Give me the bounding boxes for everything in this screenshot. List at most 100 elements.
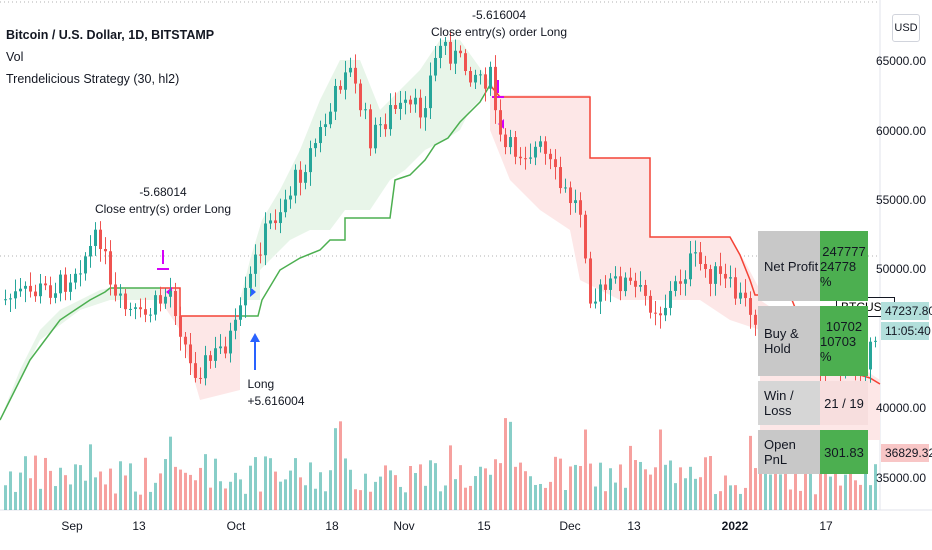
symbol-title[interactable]: Bitcoin / U.S. Dollar, 1D, BITSTAMP bbox=[6, 28, 215, 42]
volume-bar bbox=[494, 459, 497, 510]
candle-body bbox=[84, 256, 87, 274]
volume-bar bbox=[364, 473, 367, 510]
candle-body bbox=[289, 195, 292, 200]
candle-body bbox=[424, 108, 427, 118]
candle-body bbox=[534, 146, 537, 158]
candle-body bbox=[374, 124, 377, 149]
candle-body bbox=[674, 281, 677, 291]
candle-body bbox=[249, 273, 252, 288]
candle-body bbox=[359, 83, 362, 111]
candle-body bbox=[124, 293, 127, 310]
volume-bar bbox=[259, 491, 262, 510]
candle-body bbox=[614, 276, 617, 279]
candle-body bbox=[24, 285, 27, 289]
volume-bar bbox=[274, 471, 277, 510]
candle-body bbox=[179, 316, 182, 337]
volume-indicator-label[interactable]: Vol bbox=[6, 50, 24, 64]
candle-body bbox=[349, 67, 352, 73]
candle-body bbox=[429, 75, 432, 109]
candle-body bbox=[319, 127, 322, 144]
volume-bar bbox=[439, 491, 442, 510]
volume-bar bbox=[749, 435, 752, 510]
candle-body bbox=[74, 273, 77, 283]
candle-body bbox=[564, 187, 567, 189]
trade-annotation: -5.616004 Close entry(s) order Long bbox=[430, 8, 568, 39]
volume-bar bbox=[619, 464, 622, 510]
candle-body bbox=[734, 277, 737, 299]
price-axis-label: 40000.00 bbox=[875, 401, 926, 415]
candle-body bbox=[244, 287, 247, 306]
volume-bar bbox=[479, 466, 482, 510]
candle-body bbox=[419, 97, 422, 118]
candle-body bbox=[514, 137, 517, 157]
volume-bar bbox=[524, 471, 527, 510]
volume-bar bbox=[279, 481, 282, 510]
volume-bar bbox=[599, 462, 602, 510]
candle-body bbox=[699, 252, 702, 264]
long-annotation: Long +5.616004 bbox=[247, 377, 305, 408]
candle-body bbox=[639, 285, 642, 287]
volume-bar bbox=[314, 488, 317, 510]
candle-body bbox=[309, 148, 312, 173]
volume-bar bbox=[339, 421, 342, 510]
volume-bar bbox=[499, 463, 502, 510]
candle-body bbox=[189, 344, 192, 364]
candle-body bbox=[749, 298, 752, 315]
volume-bar bbox=[774, 473, 777, 510]
time-axis-label: 13 bbox=[132, 519, 146, 533]
stats-row-win-loss: Win / Loss 21 / 19 bbox=[758, 381, 868, 425]
volume-tag: 36829.32 bbox=[881, 444, 932, 462]
volume-bar bbox=[594, 486, 597, 510]
candle-body bbox=[499, 110, 502, 135]
volume-bar bbox=[564, 490, 567, 510]
volume-bar bbox=[529, 476, 532, 510]
volume-bar bbox=[159, 473, 162, 510]
candle-body bbox=[444, 41, 447, 46]
candle-body bbox=[439, 45, 442, 58]
volume-bar bbox=[724, 475, 727, 510]
volume-bar bbox=[444, 485, 447, 510]
volume-bar bbox=[184, 472, 187, 510]
candle-body bbox=[544, 141, 547, 154]
volume-bar bbox=[194, 480, 197, 510]
volume-bar bbox=[414, 473, 417, 510]
strategy-indicator-label[interactable]: Trendelicious Strategy (30, hl2) bbox=[6, 72, 180, 86]
volume-bar bbox=[739, 493, 742, 510]
candle-body bbox=[629, 277, 632, 281]
candle-body bbox=[159, 295, 162, 304]
volume-bar bbox=[54, 486, 57, 510]
candle-body bbox=[659, 313, 662, 316]
candle-body bbox=[449, 41, 452, 64]
volume-bar bbox=[729, 485, 732, 510]
time-axis-label: Nov bbox=[393, 519, 415, 533]
volume-bar bbox=[294, 458, 297, 510]
candle-body bbox=[204, 355, 207, 379]
candle-body bbox=[149, 314, 152, 316]
volume-bar bbox=[484, 468, 487, 510]
candle-body bbox=[704, 263, 707, 270]
volume-bar bbox=[254, 457, 257, 510]
candle-body bbox=[234, 319, 237, 331]
volume-bar bbox=[24, 456, 27, 510]
volume-bar bbox=[584, 429, 587, 510]
volume-bar bbox=[224, 488, 227, 510]
candle-body bbox=[19, 288, 22, 292]
volume-bar bbox=[114, 493, 117, 510]
candle-body bbox=[409, 99, 412, 105]
candle-body bbox=[314, 143, 317, 149]
volume-bar bbox=[764, 460, 767, 510]
volume-bar bbox=[79, 465, 82, 510]
volume-bar bbox=[89, 444, 92, 510]
candle-body bbox=[689, 253, 692, 280]
currency-button[interactable]: USD bbox=[892, 14, 920, 42]
candle-body bbox=[729, 277, 732, 279]
volume-bar bbox=[409, 466, 412, 510]
trade-annotation: -5.68014 Close entry(s) order Long bbox=[94, 185, 232, 216]
candle-body bbox=[104, 249, 107, 252]
volume-bar bbox=[809, 459, 812, 510]
candle-body bbox=[524, 158, 527, 160]
volume-bar bbox=[469, 485, 472, 510]
chart-legend[interactable]: Bitcoin / U.S. Dollar, 1D, BITSTAMP Vol … bbox=[6, 24, 214, 90]
volume-bar bbox=[849, 459, 852, 510]
candle-body bbox=[129, 308, 132, 310]
